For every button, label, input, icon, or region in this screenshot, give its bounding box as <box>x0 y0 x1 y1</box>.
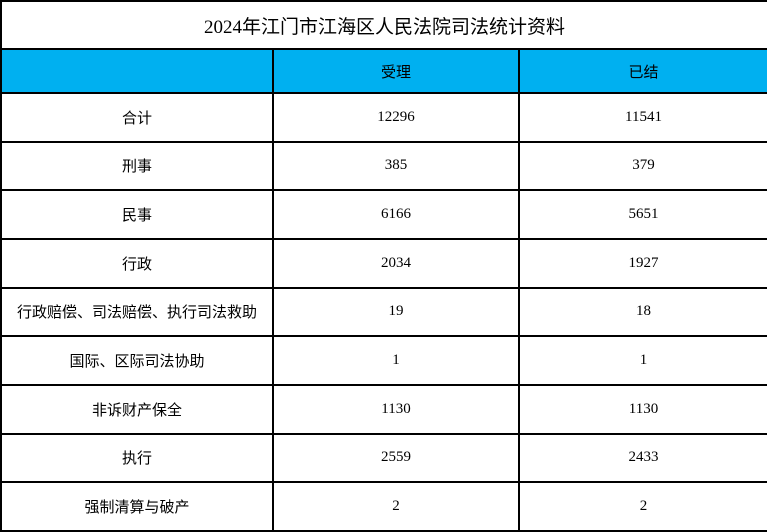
table-row: 国际、区际司法协助 1 1 <box>0 335 767 386</box>
row-label: 民事 <box>0 189 274 240</box>
cell-accepted: 2034 <box>272 237 520 289</box>
table-row: 刑事 385 379 <box>0 140 767 192</box>
row-label: 强制清算与破产 <box>0 481 274 532</box>
cell-concluded: 2433 <box>517 432 767 484</box>
cell-accepted: 2559 <box>272 432 520 484</box>
cell-accepted: 12296 <box>272 92 520 143</box>
row-label: 行政赔偿、司法赔偿、执行司法救助 <box>0 286 274 338</box>
cell-accepted: 1 <box>272 335 520 386</box>
cell-accepted: 2 <box>272 481 520 532</box>
cell-concluded: 2 <box>517 481 767 532</box>
table-head: 2024年江门市江海区人民法院司法统计资料 受理 已结 <box>0 0 767 94</box>
table-row: 合计 12296 11541 <box>0 92 767 143</box>
cell-concluded: 11541 <box>517 92 767 143</box>
column-header-accepted: 受理 <box>272 48 520 94</box>
cell-concluded: 379 <box>517 140 767 192</box>
cell-concluded: 1130 <box>517 383 767 435</box>
row-label: 执行 <box>0 432 274 484</box>
row-label: 行政 <box>0 237 274 289</box>
title-row: 2024年江门市江海区人民法院司法统计资料 <box>0 0 767 50</box>
cell-concluded: 1 <box>517 335 767 386</box>
column-header-row: 受理 已结 <box>0 48 767 94</box>
table-row: 行政赔偿、司法赔偿、执行司法救助 19 18 <box>0 286 767 338</box>
table-row: 强制清算与破产 2 2 <box>0 481 767 532</box>
cell-accepted: 6166 <box>272 189 520 240</box>
table-row: 民事 6166 5651 <box>0 189 767 240</box>
row-label: 非诉财产保全 <box>0 383 274 435</box>
column-header-concluded: 已结 <box>517 48 767 94</box>
cell-accepted: 19 <box>272 286 520 338</box>
table-row: 执行 2559 2433 <box>0 432 767 484</box>
table-body: 合计 12296 11541 刑事 385 379 民事 6166 5651 行政 2034 1927… <box>0 92 767 532</box>
column-header-category <box>0 48 274 94</box>
row-label: 国际、区际司法协助 <box>0 335 274 386</box>
table-row: 行政 2034 1927 <box>0 237 767 289</box>
row-label: 合计 <box>0 92 274 143</box>
cell-accepted: 385 <box>272 140 520 192</box>
row-label: 刑事 <box>0 140 274 192</box>
cell-concluded: 18 <box>517 286 767 338</box>
cell-accepted: 1130 <box>272 383 520 435</box>
cell-concluded: 1927 <box>517 237 767 289</box>
page-title: 2024年江门市江海区人民法院司法统计资料 <box>0 0 767 50</box>
table-row: 非诉财产保全 1130 1130 <box>0 383 767 435</box>
cell-concluded: 5651 <box>517 189 767 240</box>
